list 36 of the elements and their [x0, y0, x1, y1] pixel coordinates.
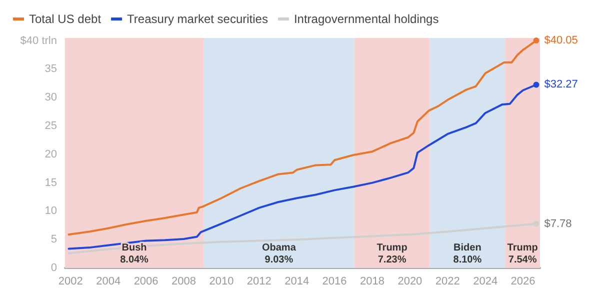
x-tick-label: 2004 — [96, 276, 121, 288]
data-label: $32.27 — [544, 78, 578, 91]
x-tick-label: 2008 — [172, 276, 196, 288]
x-tick-label: 2016 — [322, 276, 347, 288]
band-label: Obama 9.03% — [262, 242, 296, 266]
y-tick-label: 35 — [44, 63, 57, 76]
data-label: $7.78 — [544, 218, 572, 230]
band-label: Bush 8.04% — [120, 242, 149, 266]
x-tick-label: 2002 — [58, 276, 83, 288]
x-tick-label: 2012 — [246, 276, 272, 288]
y-tick-label: 0 — [50, 262, 57, 274]
x-tick-label: 2026 — [510, 276, 536, 288]
point — [533, 220, 540, 227]
legend-label: Total US debt — [29, 12, 102, 26]
legend-label: Intragovernmental holdings — [294, 12, 439, 26]
y-tick-label: 15 — [44, 176, 57, 189]
x-tick-label: 2020 — [398, 276, 422, 288]
x-tick-label: 2024 — [473, 276, 498, 288]
x-tick-label: 2014 — [284, 276, 310, 288]
x-tick-label: 2010 — [209, 276, 234, 288]
x-tick-label: 2006 — [134, 276, 158, 288]
y-tick-label: 5 — [50, 234, 57, 246]
point — [533, 82, 540, 88]
band-label: Trump 7.54% — [507, 242, 538, 266]
band-label: Biden 8.10% — [453, 242, 482, 266]
y-tick-label: $40 trln — [20, 34, 57, 47]
x-tick-label: 2022 — [435, 276, 460, 288]
x-tick-label: 2018 — [360, 276, 384, 288]
y-tick-label: 30 — [44, 92, 57, 104]
data-label: $40.05 — [544, 34, 578, 47]
y-tick-label: 20 — [44, 148, 57, 160]
point — [533, 38, 540, 44]
y-tick-label: 10 — [44, 205, 57, 218]
band-label: Trump 7.23% — [376, 242, 408, 266]
legend-label: Treasury market securities — [127, 12, 268, 26]
y-tick-label: 25 — [44, 120, 57, 132]
